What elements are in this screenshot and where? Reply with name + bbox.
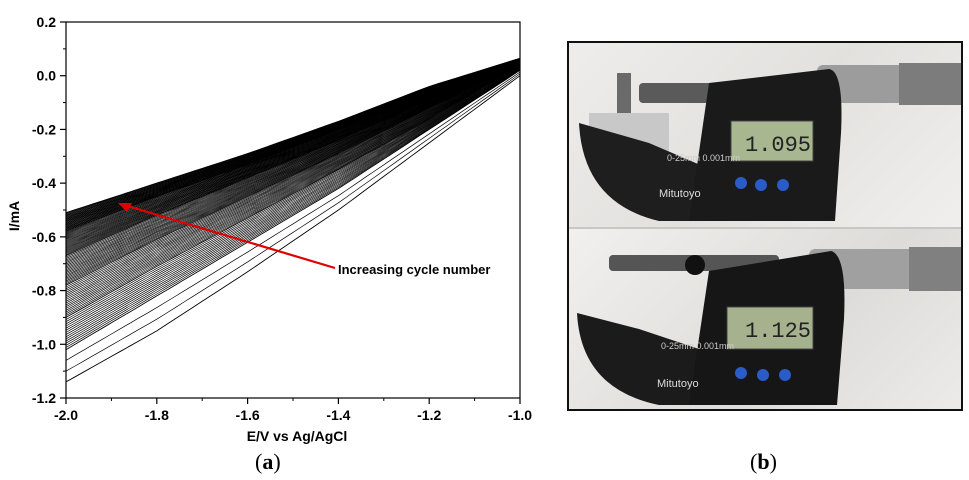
cycle-curve [65, 64, 521, 311]
cycle-curve [65, 67, 521, 335]
cycle-curve [65, 71, 521, 361]
micrometer-photo-bottom: 1.125 0-25mm 0.001mm Mitutoyo [569, 229, 961, 409]
brand-text-bottom: Mitutoyo [657, 378, 699, 390]
y-tick-label: 0.0 [37, 68, 57, 84]
chart-axes [60, 21, 521, 404]
cycle-curve [65, 69, 521, 348]
cycle-curve [65, 67, 521, 333]
cycle-curve [65, 68, 521, 342]
x-tick-label: -2.0 [54, 407, 78, 423]
cycle-curve [65, 69, 521, 346]
cycle-curve [65, 63, 521, 308]
chart-svg: -2.0 -1.8 -1.6 -1.4 -1.2 -1.0 0.2 0.0 -0.2 -0.4 -0… [6, 14, 532, 444]
annotation-arrow-head [118, 203, 132, 212]
y-tick-label: -0.4 [32, 175, 56, 191]
cycle-curve [65, 64, 521, 318]
cycle-curve [65, 63, 521, 302]
y-tick-label: -1.0 [32, 336, 56, 352]
cycle-curve [65, 66, 521, 331]
cycle-curve [65, 62, 521, 291]
cycle-curve [65, 66, 521, 329]
cycle-curve [65, 64, 521, 316]
photo-panel: 1.095 0-25mm 0.001mm Mitutoyo 1.125 0-25… [567, 41, 963, 411]
x-tick-label: -1.4 [326, 407, 350, 423]
micrometer-photo-top: 1.095 0-25mm 0.001mm Mitutoyo [569, 43, 961, 227]
cycle-curve [65, 57, 521, 214]
cycle-curve [65, 63, 521, 304]
cycle-curve [65, 73, 521, 372]
cycle-curve [65, 65, 521, 323]
chart-labels: -2.0 -1.8 -1.6 -1.4 -1.2 -1.0 0.2 0.0 -0.2 -0.4 -0… [32, 14, 532, 423]
cycle-curve [65, 65, 521, 325]
annotation-text: Increasing cycle number [338, 262, 490, 277]
y-tick-label: -0.6 [32, 229, 56, 245]
cycle-curve [65, 63, 521, 309]
x-tick-label: -1.2 [417, 407, 441, 423]
annotation-arrow-line [123, 203, 336, 270]
photo-separator [569, 227, 961, 229]
range-text-top: 0-25mm 0.001mm [667, 153, 740, 163]
cycle-curve [65, 63, 521, 300]
cycle-curve [65, 64, 521, 313]
annotation: Increasing cycle number [118, 203, 490, 277]
x-tick-label: -1.6 [236, 407, 260, 423]
y-axis-title: I/mA [6, 201, 22, 231]
cycle-curve [65, 61, 521, 275]
lcd-readout-top: 1.095 [745, 133, 811, 158]
cycle-curve [65, 62, 521, 295]
cycle-curve [65, 69, 521, 344]
range-text-bottom: 0-25mm 0.001mm [661, 341, 734, 351]
y-tick-label: -0.2 [32, 121, 56, 137]
cycle-curve [65, 68, 521, 340]
cycle-curve [65, 75, 521, 383]
cycle-curve [65, 63, 521, 306]
y-tick-label: -1.2 [32, 390, 56, 406]
cycle-curve [65, 64, 521, 320]
brand-text-top: Mitutoyo [659, 188, 701, 200]
panel-label-a: (a) [255, 449, 281, 474]
cycle-curve [65, 62, 521, 290]
cycle-curve [65, 69, 521, 351]
lcd-readout-bottom: 1.125 [745, 319, 811, 344]
y-tick-label: -0.8 [32, 283, 56, 299]
cycle-curve [65, 64, 521, 315]
cycle-curve [65, 67, 521, 338]
cycle-curve [65, 62, 521, 297]
micrometer-illustration-top: 1.095 0-25mm 0.001mm Mitutoyo [579, 63, 961, 221]
cycle-curve [65, 66, 521, 327]
x-tick-label: -1.0 [508, 407, 532, 423]
cycle-curve [65, 62, 521, 299]
cycle-curve [65, 62, 521, 293]
x-axis-title: E/V vs Ag/AgCl [247, 428, 348, 444]
panel-label-b: (b) [750, 449, 777, 474]
chart-curves [65, 57, 521, 383]
x-tick-label: -1.8 [145, 407, 169, 423]
y-tick-label: 0.2 [37, 14, 57, 30]
micrometer-illustration-bottom: 1.125 0-25mm 0.001mm Mitutoyo [577, 247, 961, 405]
